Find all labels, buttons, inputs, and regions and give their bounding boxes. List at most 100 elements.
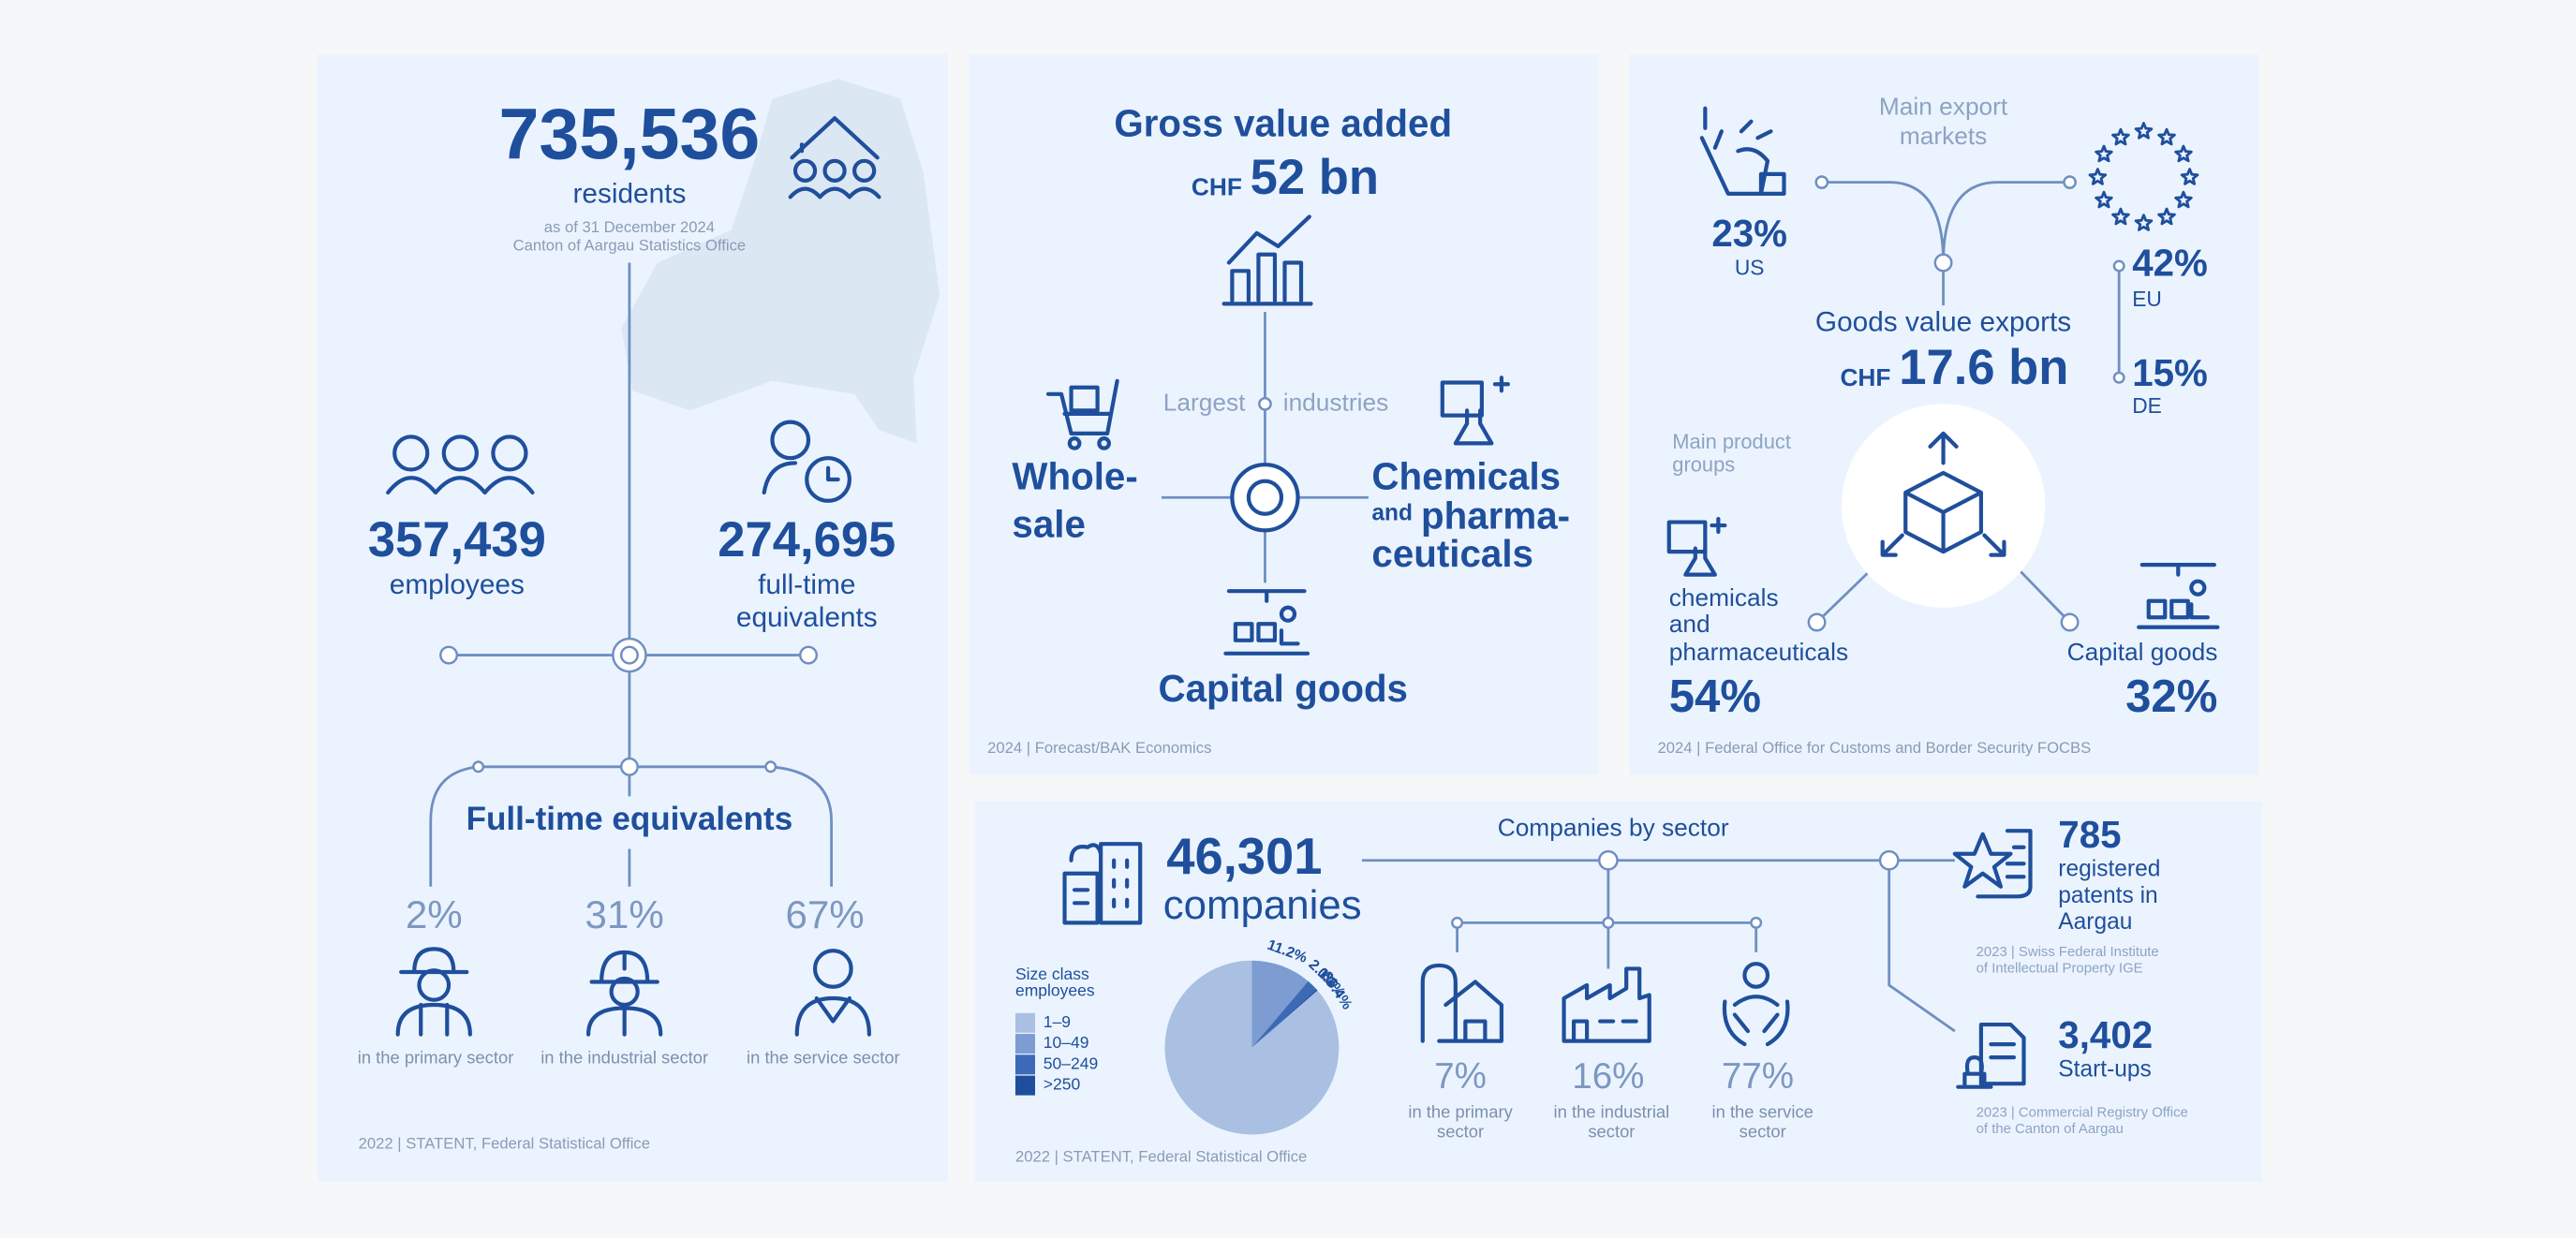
pie-slice — [1251, 989, 1318, 1048]
exports-shape — [2060, 612, 2080, 632]
label: in the service — [1712, 1102, 1814, 1122]
label: 2022 | STATENT, Federal Statistical Offi… — [359, 1134, 650, 1152]
eu-star — [2174, 190, 2193, 209]
label: 23% — [1711, 212, 1787, 255]
icon — [585, 1006, 663, 1037]
employment-shape — [439, 645, 459, 665]
eu-star — [2157, 127, 2176, 146]
icon — [1683, 516, 1727, 577]
companies-shape — [1478, 811, 1748, 847]
label: 2024 | Forecast/BAK Economics — [987, 739, 1211, 757]
label: 274,695 — [718, 512, 896, 567]
label: 17.6 bn — [1899, 340, 2068, 395]
employment-shape — [619, 645, 639, 665]
icon — [794, 995, 872, 1037]
label: Companies by sector — [1498, 813, 1729, 841]
label: 2% — [406, 892, 463, 936]
pie-slice — [1164, 960, 1340, 1135]
icon — [417, 968, 452, 1002]
eu-star — [2095, 190, 2113, 209]
icon — [1880, 431, 2006, 557]
label: in the service sector — [747, 1048, 900, 1068]
icon — [852, 158, 877, 183]
icon — [1742, 962, 1770, 989]
label: Capital goods — [1158, 667, 1408, 710]
pie-slice — [1251, 960, 1309, 1048]
label: Size class — [1015, 965, 1089, 983]
icon — [1758, 171, 1786, 196]
icon — [1562, 966, 1651, 1043]
icon — [1956, 1022, 2026, 1089]
icon — [1045, 378, 1119, 450]
icon — [1453, 376, 1511, 446]
icon — [2088, 122, 2199, 231]
icon — [491, 435, 528, 472]
label: 15% — [2132, 351, 2208, 394]
label: Full-time equivalents — [466, 801, 793, 837]
label: 2023 | Swiss Federal Institute — [1976, 945, 2159, 960]
label: sector — [1740, 1122, 1786, 1142]
label: sector — [1588, 1122, 1635, 1142]
icon — [1069, 385, 1100, 413]
icon — [1279, 605, 1297, 623]
icon — [1666, 520, 1708, 554]
label: of Intellectual Property IGE — [1976, 961, 2143, 976]
icon — [1279, 628, 1300, 646]
label: DE — [2132, 393, 2162, 418]
icon — [609, 976, 640, 1008]
label: Gross value added — [1114, 102, 1452, 145]
label: 42% — [2132, 242, 2208, 285]
icon — [1952, 829, 2033, 899]
label: 31% — [585, 892, 664, 936]
companies-shape — [1602, 916, 1615, 929]
label: companies — [1163, 882, 1362, 928]
icon — [1223, 589, 1310, 656]
population: 735,536 residents as of 31 December 2024… — [499, 94, 881, 254]
icon — [1666, 516, 1727, 577]
icon — [812, 949, 853, 989]
icon — [1233, 622, 1254, 642]
icon — [386, 476, 535, 495]
icon — [1420, 963, 1504, 1043]
label: employees — [390, 569, 525, 600]
employment-shape — [440, 796, 819, 849]
icon — [1099, 842, 1143, 925]
label: groups — [1672, 453, 1735, 477]
value-added: Gross value added CHF 52 bn Largest indu… — [987, 102, 1570, 757]
employment-shape — [619, 757, 639, 776]
companies-shape — [1598, 849, 1619, 871]
label: and — [1669, 610, 1710, 638]
label: 32% — [2125, 671, 2217, 722]
label: residents — [572, 179, 686, 210]
label: Goods value exports — [1815, 306, 2071, 337]
eu-star — [2095, 144, 2113, 163]
icon — [822, 158, 847, 183]
label: employees — [1015, 981, 1095, 1000]
label: patents in — [2058, 883, 2157, 908]
icon — [1420, 963, 1504, 1043]
label: 54% — [1669, 671, 1761, 722]
legend-swatch — [1014, 1034, 1035, 1054]
exports-shape — [1815, 570, 2071, 624]
icon — [1440, 380, 1484, 418]
label: EU — [2132, 287, 2162, 311]
icon — [2137, 563, 2220, 629]
exports-shape — [2112, 259, 2125, 273]
label: 52 bn — [1251, 150, 1379, 205]
label: 2023 | Commercial Registry Office — [1976, 1106, 2188, 1121]
icon — [1223, 589, 1310, 656]
label: pharma- — [1421, 494, 1570, 538]
label: full-time — [758, 569, 855, 600]
label: Chemicals — [1371, 455, 1561, 498]
icon — [2169, 598, 2190, 620]
value-added-shape — [1230, 463, 1300, 533]
eu-star — [2157, 207, 2176, 226]
icon — [1440, 376, 1511, 446]
legend-label: 10–49 — [1044, 1033, 1089, 1052]
icon — [1069, 843, 1130, 908]
icon — [805, 456, 851, 503]
label: US — [1735, 256, 1765, 280]
